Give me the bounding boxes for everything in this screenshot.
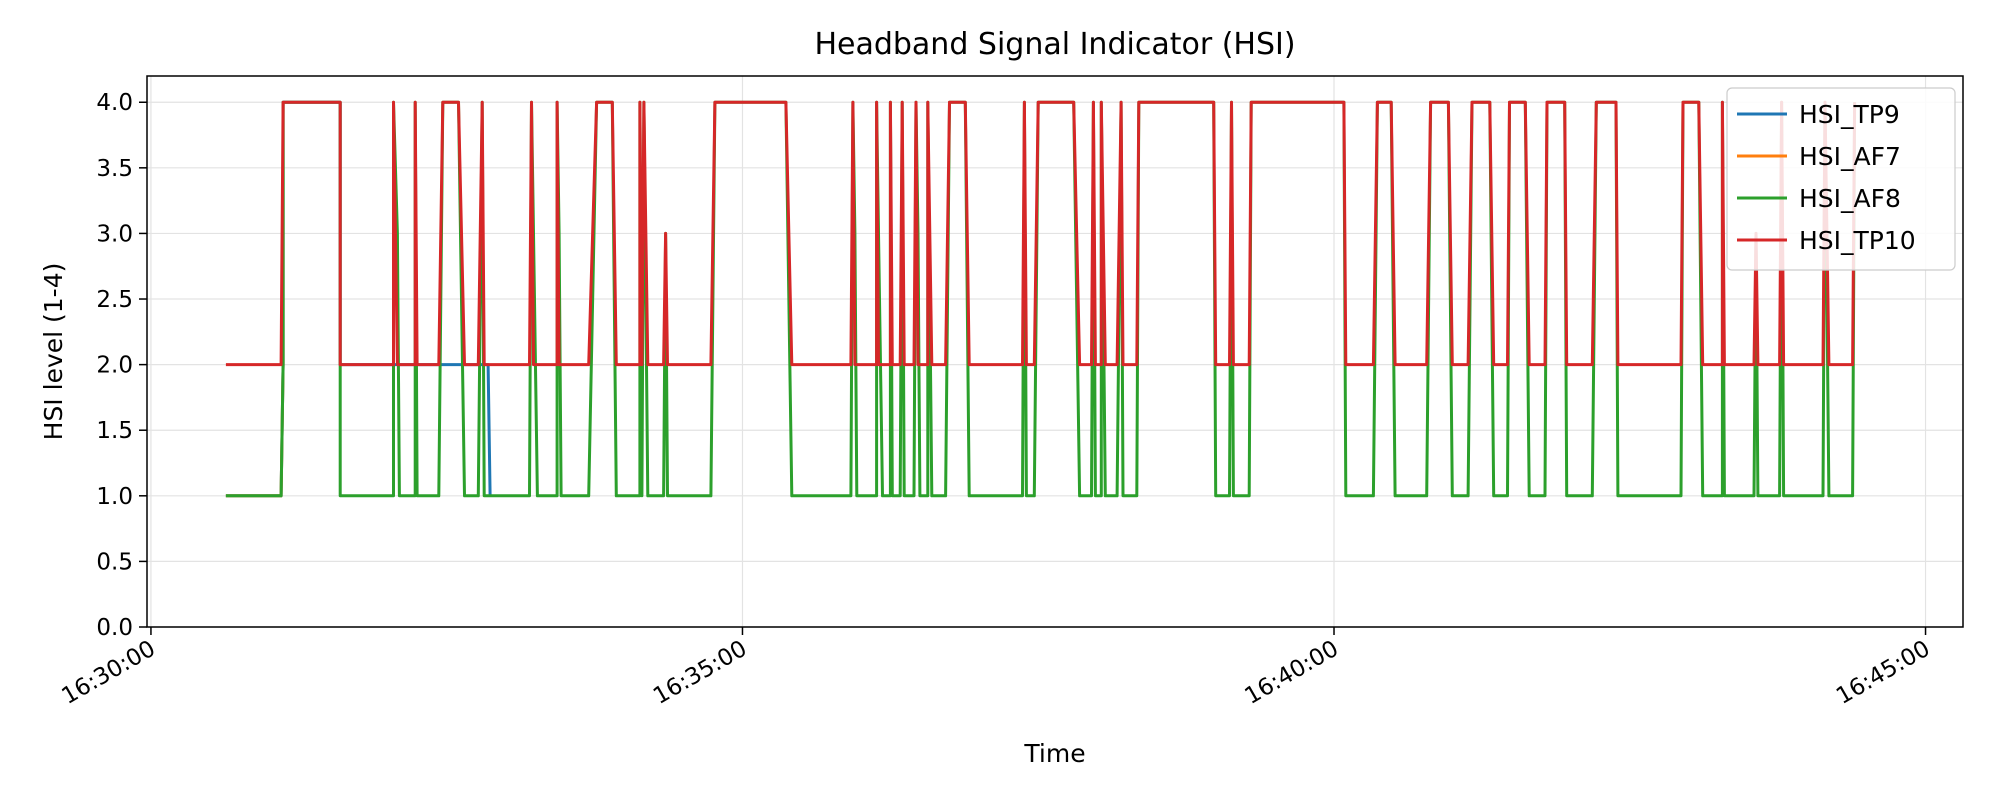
y-tick-label: 2.5 [96,287,133,313]
y-tick-label: 2.0 [96,353,133,379]
legend-box [1726,87,1956,271]
legend-label: HSI_TP9 [1799,100,1900,129]
legend-label: HSI_AF7 [1799,142,1901,171]
y-tick-label: 4.0 [96,90,133,116]
series-lines [225,100,1857,498]
legend: HSI_TP9 HSI_AF7 HSI_AF8 HSI_TP10 [1726,87,1956,271]
y-tick-label: 1.0 [96,484,133,510]
y-axis-label: HSI level (1-4) [39,263,68,441]
legend-label: HSI_AF8 [1799,184,1901,213]
y-tick-label: 0.5 [96,549,133,575]
y-tick-label: 1.5 [96,418,133,444]
plot-frame [146,75,1964,628]
series-line-hsi-tp10 [225,100,1857,367]
y-tick-label: 3.5 [96,156,133,182]
x-axis-label: Time [1023,739,1085,768]
y-tick-label: 0.0 [96,615,133,641]
chart-title: Headband Signal Indicator (HSI) [814,27,1295,62]
y-tick-label: 3.0 [96,221,133,247]
legend-label: HSI_TP10 [1799,226,1916,255]
